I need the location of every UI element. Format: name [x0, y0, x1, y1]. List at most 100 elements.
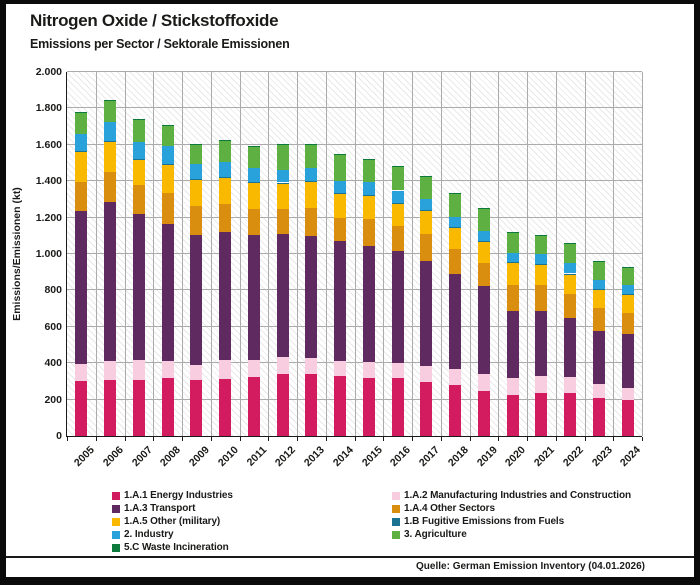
bar-segment-industry	[420, 199, 433, 210]
bar-segment-fugitive-emissions	[420, 209, 433, 211]
bar-segment-transport	[161, 223, 174, 362]
x-axis-tick	[210, 437, 212, 441]
bar-segment-industry	[334, 181, 347, 194]
bar-segment-transport	[132, 213, 145, 360]
x-axis-label-text: 2007	[129, 444, 155, 470]
bar-segment-other-military	[247, 182, 260, 209]
x-axis-label-text: 2022	[560, 444, 586, 470]
bar-segment-manufacturing-construction	[104, 361, 117, 380]
bar-segment-other-sectors	[190, 206, 203, 235]
gridline-vertical	[440, 72, 442, 436]
bar-segment-agriculture	[276, 144, 289, 170]
bar-segment-manufacturing-construction	[535, 376, 548, 393]
bar-segment-transport	[621, 334, 634, 388]
agriculture-swatch	[392, 530, 400, 539]
bar-segment-fugitive-emissions	[535, 264, 548, 265]
bar-segment-transport	[564, 317, 577, 378]
bar-segment-agriculture	[592, 260, 605, 281]
legend-label: 3. Agriculture	[404, 529, 467, 540]
bar-segment-fugitive-emissions	[305, 180, 318, 182]
x-axis-tick	[297, 437, 298, 441]
bar-segment-fugitive-emissions	[219, 177, 232, 178]
bar-segment-energy-industries	[535, 392, 548, 436]
bar-segment-energy-industries	[132, 379, 145, 436]
bar-segment-agriculture	[190, 144, 203, 165]
bar-segment-other-sectors	[592, 307, 605, 332]
bar-segment-industry	[621, 285, 634, 295]
bar-segment-other-military	[564, 274, 577, 294]
bar-segment-fugitive-emissions	[362, 194, 375, 196]
bar-segment-industry	[219, 161, 232, 178]
bar-segment-other-military	[535, 264, 548, 286]
x-axis-label-text: 2009	[186, 444, 212, 470]
bar-segment-other-sectors	[621, 312, 634, 335]
bar-segment-industry	[161, 146, 174, 165]
legend-label: 1.A.5 Other (military)	[124, 516, 221, 527]
x-axis-label-text: 2016	[388, 444, 414, 470]
x-axis-tick	[153, 437, 155, 441]
bar-segment-industry	[247, 167, 260, 182]
y-axis-tick-labels: 0 200 400 600 800 1.000 1.200 1.400 1.600 1.800 2.…	[6, 66, 62, 442]
bar-segment-transport	[219, 232, 232, 361]
bar-segment-industry	[75, 133, 88, 151]
bar-segment-agriculture	[449, 192, 462, 217]
industry-swatch	[112, 530, 120, 539]
bar-segment-fugitive-emissions	[247, 181, 260, 183]
source-note: Quelle: German Emission Inventory (04.01…	[416, 561, 645, 572]
gridline-vertical	[124, 72, 126, 436]
bar-segment-manufacturing-construction	[506, 377, 519, 396]
bar-segment-transport	[334, 241, 347, 362]
bar-segment-other-military	[391, 203, 404, 226]
bar-segment-other-military	[75, 151, 88, 183]
bar-segment-other-sectors	[276, 209, 289, 234]
bar-segment-other-military	[477, 241, 490, 263]
bar-segment-industry	[362, 181, 375, 195]
x-axis-label-text: 2008	[158, 444, 184, 470]
bar-segment-other-military	[190, 179, 203, 207]
x-axis-label-text: 2019	[474, 444, 500, 470]
bar-segment-other-military	[161, 164, 174, 194]
bar-segment-manufacturing-construction	[75, 364, 88, 382]
bar-segment-agriculture	[75, 112, 88, 134]
legend-column-right: 1.A.2 Manufacturing Industries and Const…	[392, 489, 631, 541]
gridline-vertical	[239, 72, 241, 436]
manufacturing-construction-swatch	[392, 491, 400, 500]
gridline-vertical	[527, 72, 528, 436]
y-tick-label: 400	[44, 357, 62, 370]
bar-segment-energy-industries	[564, 392, 577, 436]
legend-item-other-military: 1.A.5 Other (military)	[112, 515, 233, 528]
bar-segment-other-military	[219, 177, 232, 204]
bar-segment-transport	[506, 310, 519, 378]
bar-segment-energy-industries	[219, 378, 232, 436]
bar-segment-transport	[276, 234, 289, 357]
gridline-vertical	[383, 72, 385, 436]
bar-segment-other-sectors	[535, 285, 548, 312]
bar-segment-energy-industries	[247, 376, 260, 436]
bar-segment-fugitive-emissions	[276, 182, 289, 184]
x-axis-tick	[268, 437, 270, 441]
legend-label: 1.B Fugitive Emissions from Fuels	[404, 516, 565, 527]
x-axis-label-text: 2012	[273, 444, 299, 470]
gridline-vertical	[268, 72, 270, 436]
legend-item-transport: 1.A.3 Transport	[112, 502, 233, 515]
x-axis-label-text: 2017	[416, 444, 442, 470]
gridline-vertical	[613, 72, 615, 436]
bar-segment-energy-industries	[305, 374, 318, 436]
bar-segment-transport	[190, 234, 203, 365]
bar-segment-other-military	[449, 227, 462, 250]
bar-segment-other-sectors	[420, 233, 433, 261]
legend-item-other-sectors: 1.A.4 Other Sectors	[392, 502, 631, 515]
bar-segment-manufacturing-construction	[276, 356, 289, 375]
bar-segment-other-sectors	[104, 172, 117, 203]
gridline-vertical	[642, 72, 643, 436]
bar-segment-other-sectors	[477, 262, 490, 287]
chart-title: Nitrogen Oxide / Stickstoffoxide	[30, 11, 279, 30]
x-axis-tick	[584, 437, 586, 441]
gridline-vertical	[153, 72, 155, 436]
bar-segment-other-sectors	[334, 217, 347, 242]
bar-segment-other-sectors	[161, 193, 174, 224]
bar-segment-other-military	[362, 195, 375, 219]
bar-segment-energy-industries	[592, 397, 605, 436]
x-axis-labels: 2005 2006 2007 2008 2009 2010 2011 2012 2013 2014…	[67, 442, 643, 486]
